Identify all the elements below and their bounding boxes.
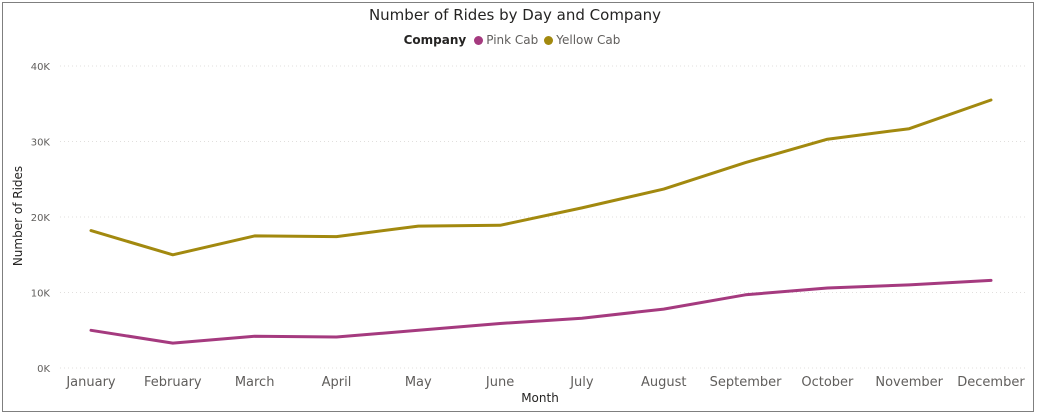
x-tick-label: October <box>801 375 854 390</box>
series-line-yellow-cab <box>89 98 993 257</box>
x-tick-label: January <box>65 375 116 390</box>
legend-label-pink-cab: Pink Cab <box>486 33 539 47</box>
x-tick-label: April <box>322 375 352 390</box>
x-axis-title: Month <box>521 391 559 405</box>
y-tick-label: 0K <box>37 364 50 375</box>
y-tick-label: 40K <box>31 62 51 73</box>
legend-marker-yellow-cab <box>544 35 554 45</box>
x-tick-label: August <box>641 375 687 390</box>
y-tick-label: 20K <box>31 213 51 224</box>
legend-marker-pink-cab <box>474 35 484 45</box>
x-tick-label: June <box>485 375 514 390</box>
series-line-pink-cab <box>89 278 993 345</box>
y-tick-label: 10K <box>31 289 51 300</box>
legend-label-yellow-cab: Yellow Cab <box>556 33 621 47</box>
x-tick-label: March <box>235 375 275 390</box>
chart-title: Number of Rides by Day and Company <box>368 6 662 24</box>
x-tick-label: November <box>875 375 943 390</box>
legend: Company Pink Cab Yellow Cab <box>0 33 1030 47</box>
legend-item-pink-cab[interactable]: Pink Cab <box>474 33 538 47</box>
y-tick-label: 30K <box>31 138 51 149</box>
legend-item-yellow-cab[interactable]: Yellow Cab <box>544 33 620 47</box>
legend-title: Company <box>403 33 467 47</box>
x-tick-label: September <box>710 375 783 390</box>
x-tick-label: July <box>569 375 594 390</box>
x-tick-label: May <box>405 375 432 390</box>
x-tick-label: February <box>144 375 202 390</box>
x-tick-label: December <box>957 375 1025 390</box>
